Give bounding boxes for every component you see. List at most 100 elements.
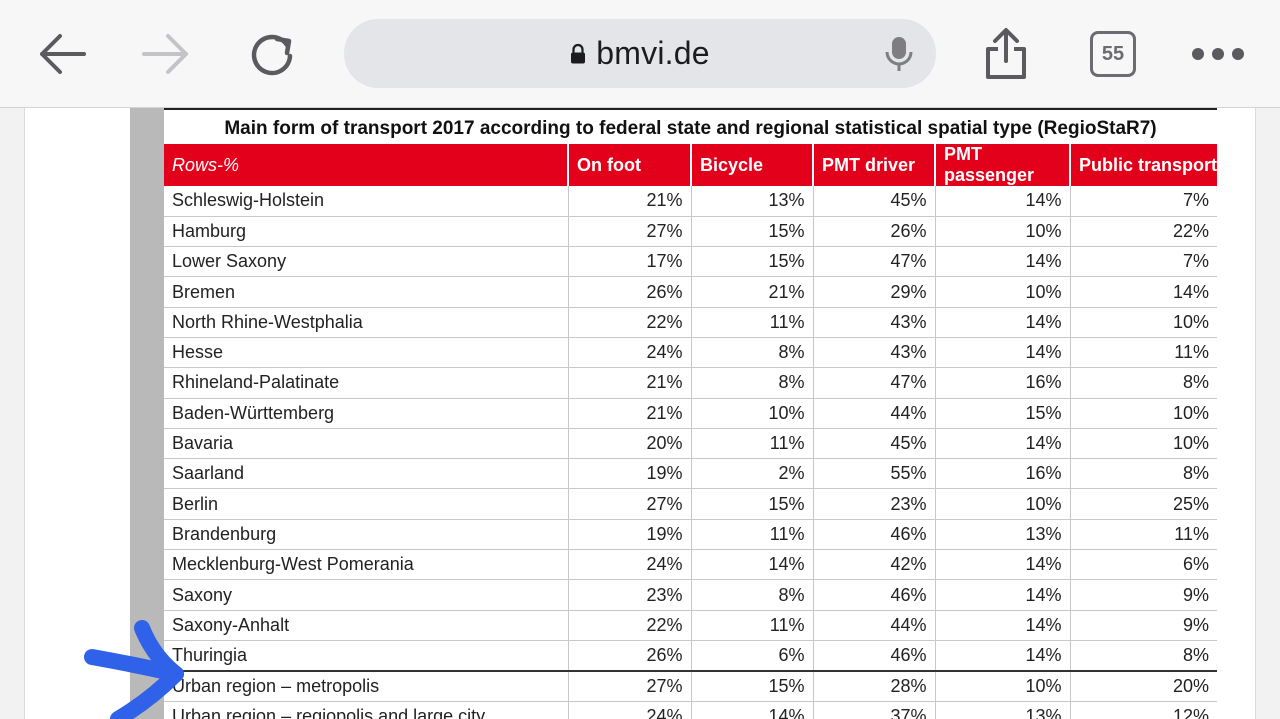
cell-value: 17%	[568, 246, 692, 278]
address-bar[interactable]: bmvi.de	[344, 19, 936, 88]
table-row: Lower Saxony 17% 15% 47% 14% 7%	[164, 246, 1217, 278]
microphone-icon[interactable]	[884, 35, 914, 73]
forward-button[interactable]	[136, 24, 196, 84]
cell-value: 6%	[691, 640, 814, 672]
cell-value: 25%	[1070, 488, 1217, 520]
cell-value: 14%	[935, 428, 1071, 460]
cell-value: 7%	[1070, 246, 1217, 278]
lock-icon	[571, 43, 586, 63]
cell-value: 14%	[935, 186, 1071, 217]
transport-table-container: Main form of transport 2017 according to…	[164, 108, 1217, 719]
cell-value: 15%	[691, 488, 814, 520]
cell-value: 20%	[568, 428, 692, 460]
cell-value: 46%	[813, 640, 936, 672]
table-row: Saarland 19% 2% 55% 16% 8%	[164, 458, 1217, 490]
cell-value: 43%	[813, 307, 936, 338]
cell-value: 10%	[1070, 428, 1217, 460]
table-row: Baden-Württemberg 21% 10% 44% 15% 10%	[164, 398, 1217, 429]
cell-value: 15%	[935, 398, 1071, 429]
transport-table: Rows-% On foot Bicycle PMT driver PMT pa…	[164, 144, 1217, 719]
cell-value: 16%	[935, 367, 1071, 399]
reload-icon	[251, 34, 293, 76]
back-arrow-icon	[40, 34, 86, 74]
cell-value: 44%	[813, 398, 936, 429]
cell-value: 12%	[1070, 701, 1217, 719]
more-menu-button[interactable]	[1188, 24, 1248, 84]
cell-value: 14%	[935, 610, 1071, 641]
cell-value: 11%	[691, 428, 814, 460]
header-on-foot: On foot	[568, 144, 692, 186]
table-body: Schleswig-Holstein 21% 13% 45% 14% 7% Hamburg 2…	[164, 186, 1217, 719]
table-row: Thuringia 26% 6% 46% 14% 8%	[164, 640, 1217, 672]
cell-value: 14%	[1070, 276, 1217, 308]
cell-value: 11%	[1070, 337, 1217, 369]
cell-value: 27%	[568, 488, 692, 520]
cell-value: 19%	[568, 519, 692, 551]
cell-value: 22%	[568, 307, 692, 338]
cell-value: 28%	[813, 669, 936, 702]
cell-value: 23%	[813, 488, 936, 520]
cell-value: 14%	[935, 640, 1071, 672]
share-icon	[986, 28, 1026, 79]
back-button[interactable]	[32, 24, 92, 84]
side-bar-decoration	[130, 108, 164, 719]
cell-value: 46%	[813, 519, 936, 551]
cell-value: 37%	[813, 701, 936, 719]
row-label: Bremen	[164, 276, 569, 308]
cell-value: 47%	[813, 367, 936, 399]
cell-value: 21%	[568, 186, 692, 217]
cell-value: 10%	[935, 669, 1071, 702]
cell-value: 24%	[568, 337, 692, 369]
row-label: Brandenburg	[164, 519, 569, 551]
cell-value: 24%	[568, 701, 692, 719]
reload-button[interactable]	[242, 24, 302, 84]
cell-value: 19%	[568, 458, 692, 490]
table-row: Urban region – metropolis 27% 15% 28% 10% 20%	[164, 669, 1217, 702]
table-row: Rhineland-Palatinate 21% 8% 47% 16% 8%	[164, 367, 1217, 399]
cell-value: 14%	[691, 701, 814, 719]
row-label: Saxony-Anhalt	[164, 610, 569, 641]
cell-value: 26%	[813, 216, 936, 248]
table-row: Hesse 24% 8% 43% 14% 11%	[164, 337, 1217, 369]
share-button[interactable]	[976, 24, 1036, 84]
header-rows-percent: Rows-%	[164, 144, 569, 186]
table-row: Brandenburg 19% 11% 46% 13% 11%	[164, 519, 1217, 551]
row-label: Baden-Württemberg	[164, 398, 569, 429]
table-row: Schleswig-Holstein 21% 13% 45% 14% 7%	[164, 186, 1217, 217]
cell-value: 14%	[935, 246, 1071, 278]
header-bicycle: Bicycle	[691, 144, 814, 186]
cell-value: 23%	[568, 579, 692, 611]
cell-value: 21%	[568, 367, 692, 399]
cell-value: 24%	[568, 549, 692, 581]
row-label: Urban region – metropolis	[164, 669, 569, 702]
table-row: Saxony-Anhalt 22% 11% 44% 14% 9%	[164, 610, 1217, 641]
cell-value: 14%	[691, 549, 814, 581]
browser-toolbar: bmvi.de 55	[0, 0, 1280, 108]
cell-value: 44%	[813, 610, 936, 641]
cell-value: 55%	[813, 458, 936, 490]
cell-value: 16%	[935, 458, 1071, 490]
row-label: Berlin	[164, 488, 569, 520]
row-label: Saarland	[164, 458, 569, 490]
cell-value: 14%	[935, 337, 1071, 369]
cell-value: 8%	[691, 337, 814, 369]
cell-value: 22%	[568, 610, 692, 641]
tabs-button[interactable]: 55	[1090, 31, 1136, 77]
row-label: Saxony	[164, 579, 569, 611]
row-label: Thuringia	[164, 640, 569, 672]
cell-value: 47%	[813, 246, 936, 278]
row-label: Urban region – regiopolis and large city	[164, 701, 569, 719]
table-row: Berlin 27% 15% 23% 10% 25%	[164, 488, 1217, 520]
cell-value: 14%	[935, 549, 1071, 581]
cell-value: 11%	[691, 519, 814, 551]
header-public-transport: Public transport	[1070, 144, 1217, 186]
cell-value: 13%	[691, 186, 814, 217]
table-row: Mecklenburg-West Pomerania 24% 14% 42% 14% 6%	[164, 549, 1217, 581]
cell-value: 9%	[1070, 579, 1217, 611]
cell-value: 11%	[691, 610, 814, 641]
table-row: Bremen 26% 21% 29% 10% 14%	[164, 276, 1217, 308]
cell-value: 21%	[691, 276, 814, 308]
cell-value: 42%	[813, 549, 936, 581]
cell-value: 20%	[1070, 669, 1217, 702]
table-header-row: Rows-% On foot Bicycle PMT driver PMT pa…	[164, 144, 1217, 186]
